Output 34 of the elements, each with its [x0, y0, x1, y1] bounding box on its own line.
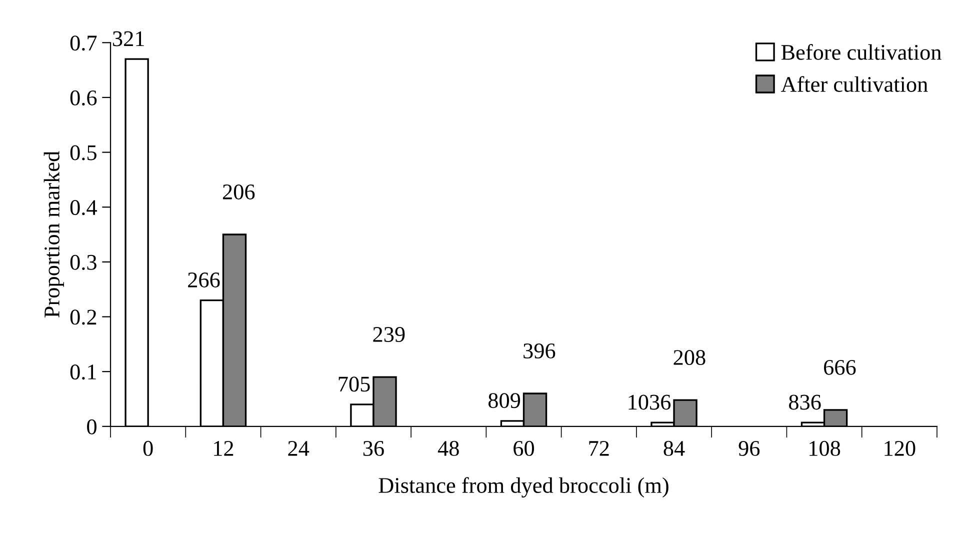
- x-tick-label: 60: [514, 440, 534, 456]
- y-tick-label: 0.4: [70, 200, 97, 216]
- x-tick-label: 84: [664, 440, 685, 456]
- annotation: 836: [789, 394, 821, 410]
- annotation: 239: [373, 327, 405, 342]
- annotation: 321: [113, 31, 144, 46]
- y-tick-label: 0.2: [70, 310, 96, 325]
- y-tick-label: 0.6: [70, 90, 97, 106]
- y-tick-label: 0.5: [70, 145, 96, 160]
- x-tick-label: 36: [363, 440, 384, 456]
- x-tick-label: 72: [589, 440, 609, 456]
- annotation: 206: [222, 184, 255, 200]
- x-tick-label: 0: [143, 440, 153, 456]
- annotation: 666: [824, 360, 856, 375]
- x-tick-label: 120: [884, 440, 916, 456]
- y-tick-label: 0.1: [70, 364, 96, 380]
- annotation: 266: [188, 272, 220, 288]
- y-axis-title: Proportion marked: [44, 151, 64, 318]
- annotation: 1036: [628, 394, 671, 410]
- y-tick-label: 0: [87, 419, 96, 434]
- x-tick-label: 96: [738, 440, 760, 456]
- annotation: 208: [674, 350, 706, 366]
- x-tick-label: 48: [438, 440, 459, 456]
- legend-label: Before cultivation: [781, 44, 942, 60]
- x-tick-label: 24: [288, 440, 310, 456]
- x-tick-label: 108: [810, 440, 840, 456]
- annotation: 809: [488, 393, 520, 408]
- y-tick-label: 0.7: [70, 36, 97, 51]
- y-tick-label: 0.3: [70, 254, 96, 270]
- annotation: 396: [524, 344, 556, 358]
- annotation: 705: [338, 376, 370, 392]
- x-tick-label: 12: [214, 440, 234, 456]
- x-axis-title: Distance from dyed broccoli (m): [378, 477, 668, 498]
- legend-label: After cultivation: [780, 76, 928, 92]
